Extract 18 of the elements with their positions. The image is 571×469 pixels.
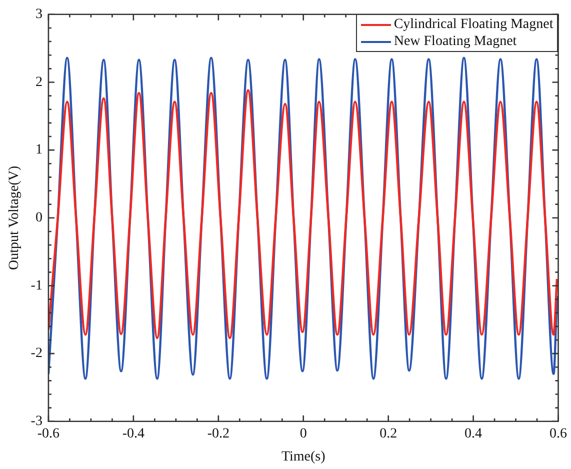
y-tick-label: 2: [35, 74, 42, 90]
line-series: [48, 89, 558, 340]
y-tick-label: 0: [35, 210, 42, 226]
x-tick-label: 0: [300, 426, 307, 442]
x-tick-label: 0.2: [380, 426, 398, 442]
y-tick-label: -1: [30, 278, 42, 294]
x-axis-title: Time(s): [281, 449, 326, 464]
x-tick-label: 0.4: [464, 426, 482, 442]
line-series: [48, 56, 558, 380]
x-tick-label: 0.6: [550, 426, 567, 442]
y-tick-label: 1: [35, 142, 42, 158]
y-tick-label: -2: [30, 346, 42, 362]
x-tick-label: -0.4: [122, 426, 145, 442]
x-tick-label: -0.2: [207, 426, 230, 442]
legend-label: Cylindrical Floating Magnet: [394, 16, 554, 34]
legend-label: New Floating Magnet: [394, 33, 517, 50]
y-tick-label: 3: [35, 7, 42, 22]
y-axis-title: Output Voltage(V): [7, 166, 22, 270]
